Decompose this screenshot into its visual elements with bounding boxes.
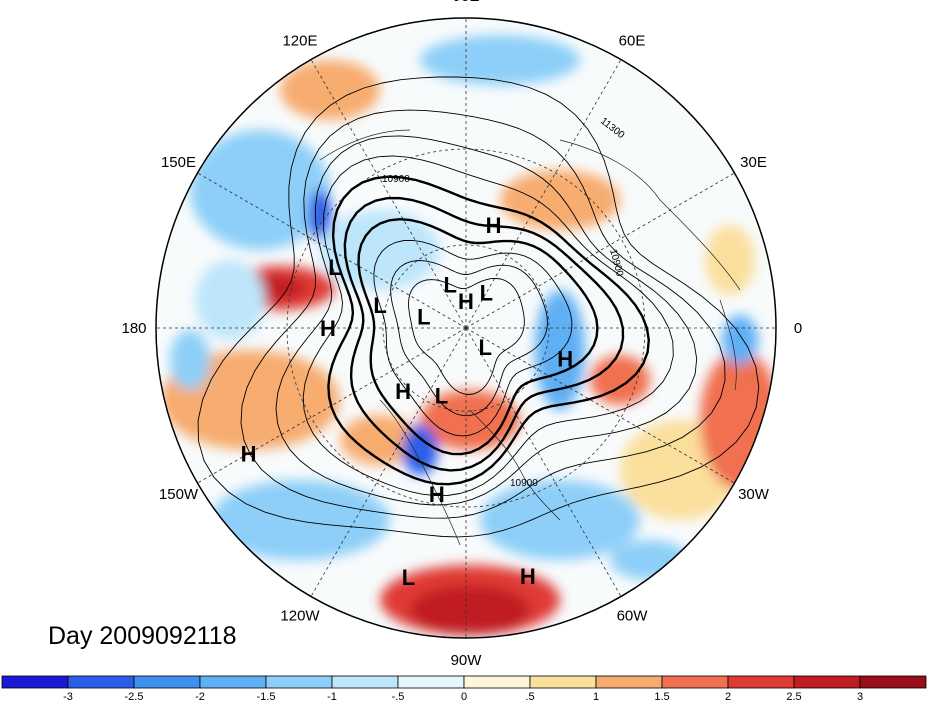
colorbar: -3 -2.5 -2 -1.5 -1 -.5 0 .5 1 1.5 2 2.5 3 — [1, 675, 927, 703]
longitude-label: 150E — [161, 154, 196, 171]
colorbar-swatch — [397, 675, 465, 689]
colorbar-swatch — [265, 675, 333, 689]
longitude-label: 150W — [159, 486, 199, 503]
high-pressure-center: H — [241, 442, 257, 467]
colorbar-swatch — [859, 675, 927, 689]
low-pressure-center: L — [402, 565, 415, 590]
colorbar-tick-label: 2.5 — [786, 691, 801, 702]
contour-line — [343, 196, 625, 472]
longitude-label: 60E — [619, 33, 646, 50]
graticule — [156, 18, 776, 638]
meridian-line — [465, 172, 735, 329]
colorbar-swatch — [793, 675, 861, 689]
low-pressure-center: L — [480, 281, 493, 306]
colorbar-tick-label: .5 — [525, 691, 534, 702]
high-pressure-center: H — [557, 346, 573, 371]
longitude-label: 30E — [740, 154, 767, 171]
colorbar-swatch — [661, 675, 729, 689]
longitude-label: 120E — [282, 33, 317, 50]
colorbar-tick-label: -3 — [63, 691, 73, 702]
colorbar-tick-label: -.5 — [392, 691, 405, 702]
colorbar-swatch — [199, 675, 267, 689]
contour-line — [197, 76, 760, 538]
meridian-line — [310, 327, 467, 597]
contour-line — [275, 135, 698, 506]
high-pressure-center: H — [458, 289, 474, 314]
map-title: Day 2009092118 — [48, 622, 237, 650]
longitude-label: 0 — [794, 320, 802, 337]
meridian-line — [465, 327, 622, 597]
colorbar-tick-label: -2 — [195, 691, 205, 702]
contour-line — [357, 217, 599, 456]
longitude-label: 60W — [617, 608, 649, 625]
low-pressure-center: L — [373, 293, 386, 318]
longitude-label: 90W — [451, 652, 483, 669]
colorbar-swatch — [727, 675, 795, 689]
longitude-label: 180 — [121, 320, 146, 337]
meridian-line — [197, 327, 467, 484]
colorbar-swatch — [331, 675, 399, 689]
contour-line — [390, 260, 548, 417]
colorbar-tick-label: -1.5 — [257, 691, 276, 702]
longitude-label: 30W — [738, 486, 770, 503]
low-pressure-center: L — [443, 273, 456, 298]
colorbar-swatch — [529, 675, 597, 689]
low-pressure-center: L — [328, 255, 341, 280]
meridian-line — [310, 59, 467, 329]
low-pressure-center: L — [435, 383, 448, 408]
high-pressure-center: H — [429, 482, 445, 507]
meridian-line — [197, 172, 467, 329]
colorbar-swatch — [595, 675, 663, 689]
colorbar-tick-label: -1 — [327, 691, 337, 702]
colorbar-swatch — [67, 675, 135, 689]
longitude-label: 120W — [280, 608, 320, 625]
colorbar-tick-label: 2 — [725, 691, 731, 702]
high-pressure-center: H — [395, 379, 411, 404]
low-pressure-center: L — [478, 335, 491, 360]
map-boundary — [155, 17, 777, 639]
colorbar-swatch — [463, 675, 531, 689]
colorbar-tick-label: 1 — [593, 691, 599, 702]
contour-line — [302, 155, 674, 497]
anomaly-field — [160, 35, 776, 635]
colorbar-tick-label: 1.5 — [654, 691, 669, 702]
longitude-label: 90E — [453, 0, 480, 5]
contour-line — [240, 109, 726, 519]
contour-label: 10900 — [382, 174, 410, 185]
parallel-line — [286, 148, 646, 508]
contour-label: 10900 — [510, 478, 538, 489]
colorbar-swatch — [1, 675, 69, 689]
colorbar-tick-label: 3 — [857, 691, 863, 702]
parallel-line — [382, 244, 550, 412]
colorbar-swatch — [133, 675, 201, 689]
coastlines — [319, 129, 741, 546]
low-pressure-center: L — [417, 305, 430, 330]
meridian-line — [465, 59, 622, 329]
contour-line — [327, 175, 651, 486]
colorbar-tick-label: 0 — [461, 691, 467, 702]
contour-line — [373, 239, 573, 437]
meridian-line — [465, 327, 735, 484]
high-pressure-center: H — [520, 564, 536, 589]
geopotential-contours — [197, 76, 760, 538]
high-pressure-center: H — [486, 213, 502, 238]
high-pressure-center: H — [320, 316, 336, 341]
contour-line — [408, 277, 525, 395]
colorbar-tick-label: -2.5 — [125, 691, 144, 702]
longitude-labels: 90E 60E 30E 0 30W 60W 90W 120W 150W 180 150E 120E — [121, 0, 802, 669]
